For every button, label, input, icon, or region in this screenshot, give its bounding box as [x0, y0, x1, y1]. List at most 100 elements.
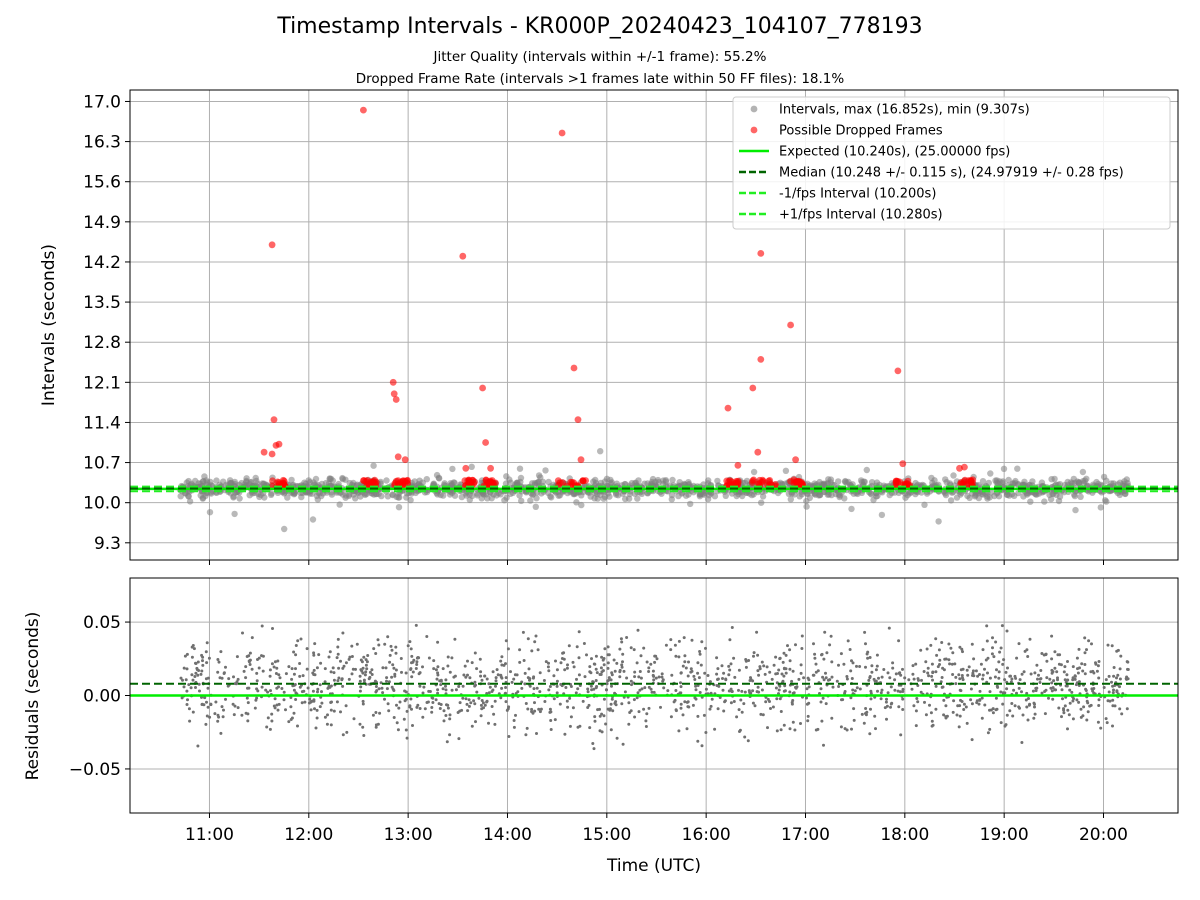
residual-point [464, 675, 468, 679]
residual-point [185, 703, 189, 706]
residual-point [1015, 656, 1019, 660]
residual-point [924, 713, 928, 717]
interval-point [1046, 491, 1053, 499]
dropped-frame-point [749, 477, 757, 485]
residual-point [788, 727, 792, 731]
residual-point [421, 715, 425, 719]
residual-point [594, 686, 598, 690]
residual-point [988, 727, 992, 731]
residual-point [1095, 669, 1099, 673]
residual-point [248, 651, 252, 655]
residual-point [788, 690, 792, 694]
residual-point [602, 697, 606, 701]
residual-point [253, 706, 257, 710]
residual-point [499, 659, 503, 663]
residual-point [436, 673, 440, 677]
residual-point [901, 690, 905, 693]
residual-point [625, 636, 629, 639]
interval-point [384, 493, 392, 500]
residual-point [934, 670, 938, 674]
residual-point [284, 672, 288, 676]
residual-point [300, 701, 304, 705]
residual-point [361, 671, 365, 675]
residual-point [387, 709, 391, 713]
residual-point [1104, 717, 1108, 721]
intervals-y-label: Intervals (seconds) [39, 244, 59, 406]
residual-point [246, 719, 250, 723]
residual-point [822, 678, 826, 682]
residual-point [647, 706, 651, 710]
residual-point [246, 701, 250, 705]
residual-point [654, 676, 658, 680]
residual-point [992, 655, 996, 659]
residual-point [704, 687, 708, 691]
residual-point [602, 714, 606, 718]
residual-point [628, 711, 632, 714]
residual-point [716, 667, 720, 671]
residual-point [618, 647, 622, 651]
dropped-frame-point [465, 476, 473, 484]
residual-point [244, 665, 248, 669]
residual-point [858, 665, 862, 668]
residual-point [660, 675, 664, 679]
x-tick-label: 12:00 [284, 825, 333, 845]
residual-point [389, 644, 393, 648]
residual-point [812, 642, 815, 646]
residual-point [1056, 676, 1059, 680]
residual-point [289, 705, 293, 709]
residual-point [275, 686, 279, 690]
residual-point [574, 691, 578, 695]
residual-point [339, 659, 342, 663]
residual-point [499, 696, 503, 700]
residual-point [659, 705, 662, 709]
dropped-frame-point [570, 364, 578, 372]
residual-point [412, 658, 416, 662]
residual-point [444, 714, 448, 717]
residual-point [1038, 681, 1042, 684]
residual-point [548, 685, 552, 688]
residual-point [919, 648, 923, 652]
residual-point [830, 716, 834, 720]
interval-point [248, 478, 255, 486]
residual-point [990, 652, 994, 656]
residual-point [928, 703, 931, 707]
residual-point [475, 690, 479, 694]
residual-point [694, 684, 698, 688]
y-tick-label: 10.0 [83, 494, 121, 514]
residual-point [870, 670, 874, 674]
residual-point [700, 744, 704, 748]
residual-point [485, 677, 489, 681]
residual-point [925, 647, 929, 651]
residual-point [190, 673, 194, 677]
residual-point [1090, 642, 1093, 646]
residual-point [993, 675, 997, 679]
residual-point [504, 639, 508, 643]
residual-point [555, 668, 559, 672]
residual-point [610, 697, 614, 701]
interval-point [1102, 497, 1109, 504]
residual-point [839, 725, 843, 729]
residual-point [997, 670, 1001, 674]
residual-point [931, 671, 935, 675]
residual-point [806, 714, 810, 718]
residual-point [807, 685, 811, 689]
residual-point [766, 726, 769, 730]
residual-point [537, 707, 541, 711]
residual-point [1083, 636, 1087, 640]
residual-point [328, 650, 332, 654]
residual-point [367, 677, 371, 681]
residual-point [337, 676, 341, 680]
residual-point [1087, 639, 1091, 643]
residual-point [1099, 726, 1103, 730]
residual-point [467, 704, 471, 708]
residual-point [1119, 654, 1123, 658]
residual-point [197, 682, 201, 686]
residual-point [1112, 666, 1116, 669]
residual-point [1013, 704, 1017, 708]
residual-point [755, 690, 759, 694]
residual-point [470, 724, 474, 728]
residual-point [975, 701, 979, 705]
residual-point [387, 680, 391, 684]
residual-point [986, 656, 990, 660]
residual-point [599, 673, 603, 676]
